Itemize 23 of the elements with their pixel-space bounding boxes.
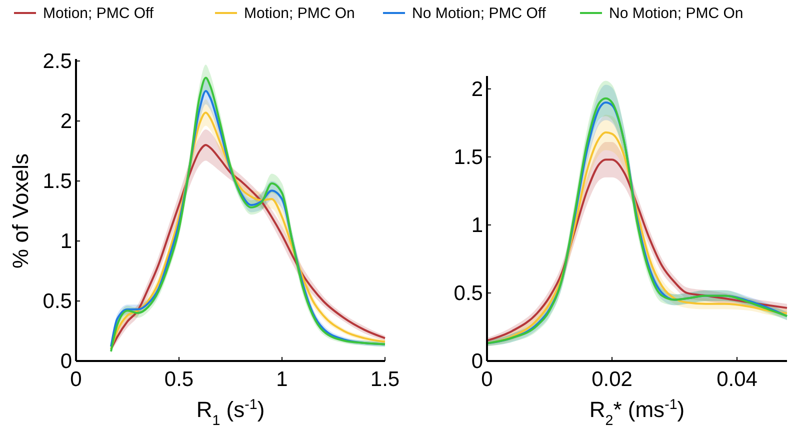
y-axis-title: % of Voxels <box>8 154 33 268</box>
y-tick-label: 1 <box>471 214 483 237</box>
x-tick-label: 0.02 <box>592 368 632 391</box>
legend-label: No Motion; PMC On <box>609 5 744 22</box>
x-tick-label: 1 <box>276 368 288 391</box>
y-tick-label: 2 <box>471 78 483 101</box>
y-tick-label: 0.5 <box>42 290 72 313</box>
y-tick-label: 0 <box>60 350 72 373</box>
y-tick-label: 2 <box>60 110 72 133</box>
x-tick-label: 0.5 <box>164 368 194 391</box>
y-tick-label: 1.5 <box>454 146 483 169</box>
x-axis-title: R$_{2}$* (ms$^{-1}$) <box>589 397 685 429</box>
y-tick-label: 1 <box>60 230 72 253</box>
y-tick-label: 0.5 <box>454 282 483 305</box>
x-tick-label: 0.04 <box>716 368 758 391</box>
legend-label: Motion; PMC Off <box>43 5 154 22</box>
legend-label: Motion; PMC On <box>244 5 355 22</box>
legend-label: No Motion; PMC Off <box>412 5 547 22</box>
y-tick-label: 0 <box>471 350 483 373</box>
y-tick-label: 2.5 <box>42 50 72 73</box>
x-axis-title: R$_{1}$ (s$^{-1}$) <box>196 397 265 429</box>
x-tick-label: 1.5 <box>370 368 400 391</box>
y-tick-label: 1.5 <box>42 170 72 193</box>
